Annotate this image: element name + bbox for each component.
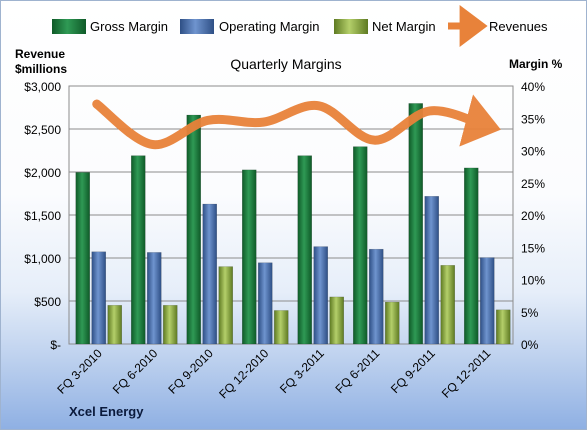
category-label: FQ 9-2010 xyxy=(165,346,216,397)
category-label: FQ 12-2011 xyxy=(439,346,494,401)
bar-gross-margin xyxy=(186,114,201,345)
right-tick-label: 20% xyxy=(521,209,545,223)
bar-operating-margin xyxy=(424,196,439,345)
company-name: Xcel Energy xyxy=(69,404,144,419)
bar-gross-margin xyxy=(297,155,312,345)
left-tick-label: $3,000 xyxy=(24,80,61,94)
left-axis-label-line1: Revenue xyxy=(15,47,65,61)
left-tick-label: $2,500 xyxy=(24,123,61,137)
bar-operating-margin xyxy=(202,203,217,345)
right-tick-label: 35% xyxy=(521,112,545,126)
left-tick-label: $1,000 xyxy=(24,252,61,266)
bar-net-margin xyxy=(274,310,289,345)
bar-net-margin xyxy=(385,301,400,345)
bar-gross-margin xyxy=(75,172,90,345)
plot-area-border xyxy=(68,85,514,345)
bar-operating-margin xyxy=(480,257,495,345)
legend: Gross Margin Operating Margin Net Margin… xyxy=(52,5,548,47)
bar-operating-margin xyxy=(258,262,273,345)
category-label: FQ 6-2011 xyxy=(333,346,383,396)
left-axis-label-line2: $millions xyxy=(15,62,67,76)
bar-net-margin xyxy=(440,265,455,345)
bar-gross-margin xyxy=(464,167,479,345)
bar-operating-margin xyxy=(147,252,162,345)
bar-net-margin xyxy=(496,309,511,345)
right-tick-label: 5% xyxy=(521,306,539,320)
bar-operating-margin xyxy=(369,248,384,345)
revenue-line xyxy=(92,94,501,149)
category-label: FQ 6-2010 xyxy=(110,346,161,397)
bar-gross-margin xyxy=(131,155,146,345)
bar-net-margin xyxy=(163,305,178,345)
left-tick-label: $- xyxy=(50,338,61,352)
legend-label-operating-margin: Operating Margin xyxy=(219,19,319,34)
right-tick-label: 25% xyxy=(521,177,545,191)
right-tick-label: 40% xyxy=(521,80,545,94)
bar-gross-margin xyxy=(242,169,257,345)
left-tick-label: $2,000 xyxy=(24,166,61,180)
legend-swatch-gross-margin xyxy=(52,19,86,34)
bar-net-margin xyxy=(107,305,122,345)
legend-swatch-net-margin xyxy=(334,19,368,34)
legend-label-net-margin: Net Margin xyxy=(372,19,436,34)
bar-net-margin xyxy=(329,296,344,345)
bar-gross-margin xyxy=(353,146,368,345)
left-tick-label: $1,500 xyxy=(24,209,61,223)
legend-label-revenues: Revenues xyxy=(489,19,548,34)
left-tick-label: $500 xyxy=(34,295,61,309)
right-tick-label: 30% xyxy=(521,145,545,159)
bar-net-margin xyxy=(218,266,233,345)
category-label: FQ 9-2011 xyxy=(388,346,438,396)
category-label: FQ 12-2010 xyxy=(216,346,271,401)
bar-operating-margin xyxy=(313,246,328,345)
right-tick-label: 15% xyxy=(521,241,545,255)
chart-title: Quarterly Margins xyxy=(230,56,341,72)
bar-operating-margin xyxy=(91,251,106,345)
right-tick-label: 0% xyxy=(521,338,539,352)
bars xyxy=(75,103,511,345)
right-tick-label: 10% xyxy=(521,274,545,288)
category-label: FQ 3-2010 xyxy=(54,346,105,397)
category-label: FQ 3-2011 xyxy=(277,346,327,396)
revenue-line-path xyxy=(92,94,501,149)
legend-label-gross-margin: Gross Margin xyxy=(90,19,168,34)
bar-gross-margin xyxy=(408,103,423,345)
legend-swatch-operating-margin xyxy=(180,19,214,34)
right-axis-label: Margin % xyxy=(509,57,563,71)
